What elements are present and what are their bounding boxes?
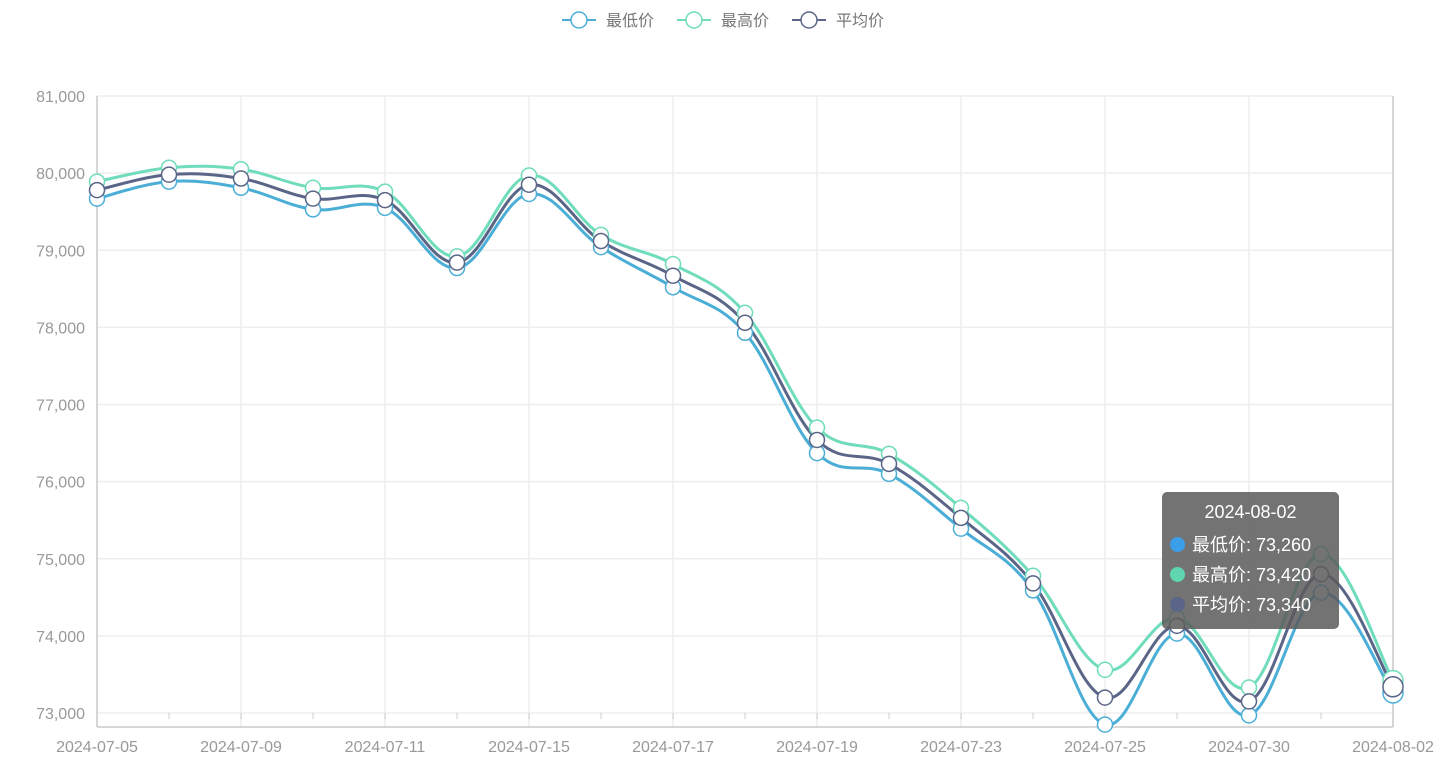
- data-tooltip: 2024-08-02 最低价: 73,260 最高价: 73,420 平均价: …: [1162, 492, 1339, 629]
- data-point-avg[interactable]: [736, 314, 754, 331]
- y-tick-label: 80,000: [36, 166, 85, 183]
- legend-label: 平均价: [836, 12, 884, 30]
- legend-item-low[interactable]: 最低价: [562, 11, 654, 30]
- data-point-low[interactable]: [1096, 716, 1114, 733]
- y-tick-label: 73,000: [36, 706, 85, 723]
- tooltip-label-low: 最低价: 73,260: [1192, 535, 1312, 555]
- data-point-avg[interactable]: [1096, 689, 1114, 706]
- data-point-avg[interactable]: [448, 254, 466, 271]
- x-tick-label: 2024-07-09: [200, 739, 282, 756]
- y-tick-label: 76,000: [36, 475, 85, 492]
- axes: 73,000 74,000 75,000 76,000 77,000 78,000 79,0…: [36, 89, 1434, 756]
- grid-lines: [96, 95, 1394, 727]
- legend-marker: [800, 11, 818, 29]
- tooltip-dot-avg: [1170, 596, 1185, 612]
- data-point-avg[interactable]: [232, 170, 250, 187]
- data-point-avg[interactable]: [88, 181, 106, 199]
- data-point-avg[interactable]: [1240, 693, 1258, 710]
- data-point-avg[interactable]: [952, 509, 970, 527]
- data-point-avg[interactable]: [376, 191, 394, 209]
- legend-item-high[interactable]: 最高价: [677, 11, 769, 30]
- x-tick-label: 2024-07-19: [776, 739, 858, 756]
- x-tick-label: 2024-07-25: [1064, 739, 1146, 756]
- data-point-low[interactable]: [1240, 707, 1258, 724]
- data-point-avg[interactable]: [880, 455, 898, 473]
- data-point-avg[interactable]: [304, 190, 322, 207]
- series-layer: [88, 159, 1404, 733]
- y-tick-label: 77,000: [36, 398, 85, 415]
- tooltip-dot-high: [1170, 566, 1185, 582]
- x-tick-label: 2024-07-11: [345, 739, 426, 756]
- legend-item-avg[interactable]: 平均价: [792, 11, 884, 30]
- tooltip-row-low: 最低价: 73,260: [1170, 529, 1339, 559]
- series-line-low: [96, 179, 1395, 727]
- tooltip-title: 2024-08-02: [1204, 502, 1297, 522]
- data-point-high[interactable]: [1096, 661, 1114, 679]
- data-point-avg[interactable]: [664, 267, 682, 284]
- y-tick-label: 81,000: [36, 89, 85, 106]
- data-point-avg[interactable]: [1024, 575, 1042, 592]
- tooltip-row-high: 最高价: 73,420: [1170, 559, 1339, 589]
- data-point-avg[interactable]: [520, 176, 538, 193]
- x-tick-label: 2024-07-15: [488, 739, 570, 756]
- tooltip-row-avg: 平均价: 73,340: [1170, 589, 1339, 619]
- series-line-avg: [96, 172, 1395, 704]
- data-point-high[interactable]: [1240, 679, 1258, 696]
- y-tick-label: 78,000: [36, 320, 85, 337]
- data-point-avg[interactable]: [592, 232, 610, 250]
- x-tick-label: 2024-07-05: [56, 739, 138, 756]
- legend-marker: [570, 11, 588, 29]
- x-tick-label: 2024-08-02: [1352, 739, 1434, 756]
- tooltip-label-avg: 平均价: 73,340: [1192, 595, 1312, 615]
- y-tick-label: 75,000: [36, 552, 85, 569]
- tooltip-dot-low: [1170, 536, 1185, 552]
- legend[interactable]: 最低价 最高价 平均价: [562, 11, 884, 30]
- y-tick-label: 79,000: [36, 243, 85, 260]
- legend-label: 最低价: [606, 12, 654, 30]
- x-tick-label: 2024-07-30: [1208, 739, 1290, 756]
- data-point-avg[interactable]: [1382, 676, 1404, 698]
- data-point-avg[interactable]: [808, 431, 826, 449]
- data-point-avg[interactable]: [160, 166, 178, 183]
- x-tick-label: 2024-07-23: [920, 739, 1002, 756]
- series-line-high: [96, 164, 1395, 691]
- legend-label: 最高价: [721, 12, 769, 30]
- y-tick-label: 74,000: [36, 629, 85, 646]
- x-tick-label: 2024-07-17: [632, 739, 714, 756]
- legend-marker: [685, 11, 703, 29]
- tooltip-label-high: 最高价: 73,420: [1192, 565, 1312, 585]
